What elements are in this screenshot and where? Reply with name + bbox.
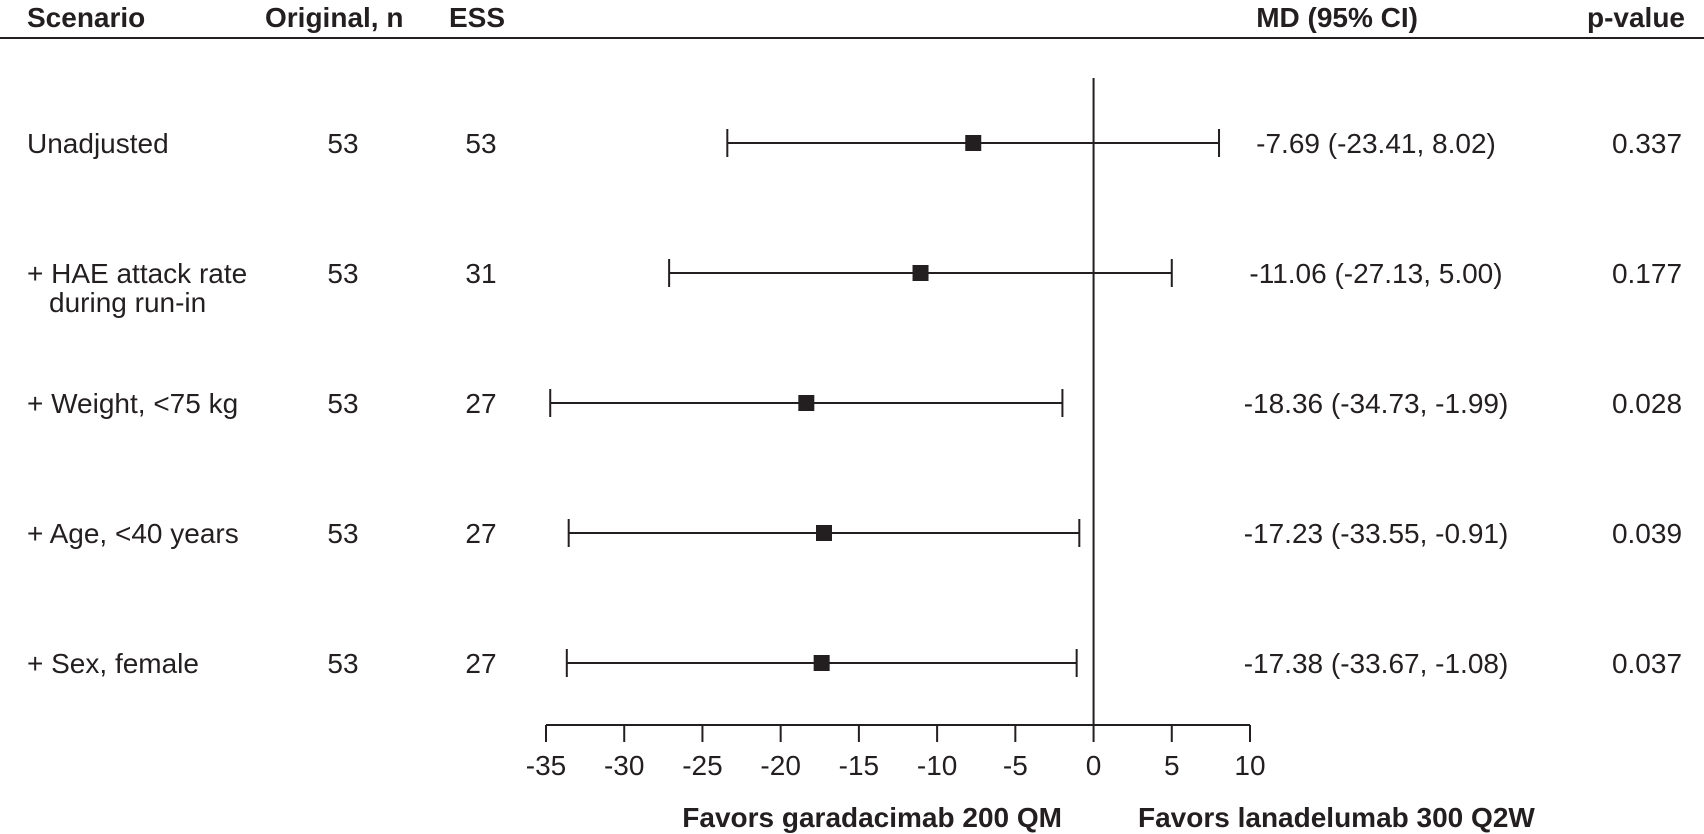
scenario-label: + Sex, female xyxy=(27,648,199,679)
point-estimate xyxy=(813,655,830,671)
p-value-value: 0.177 xyxy=(1612,258,1682,289)
md-ci-value: -11.06 (-27.13, 5.00) xyxy=(1249,258,1502,289)
ci-mark xyxy=(726,129,1221,157)
p-value-value: 0.337 xyxy=(1612,128,1682,159)
x-tick-label: -35 xyxy=(526,750,566,781)
table-rows: Unadjusted 53 53 -7.69 (-23.41, 8.02) 0.337 +… xyxy=(27,128,1682,679)
ess-value: 53 xyxy=(465,128,496,159)
x-tick-label: -5 xyxy=(1003,750,1028,781)
scenario-label: + Weight, <75 kg xyxy=(27,388,238,419)
ci-mark xyxy=(567,519,1081,547)
header-original-n: Original, n xyxy=(265,2,403,33)
x-tick-label: -30 xyxy=(604,750,644,781)
p-value-value: 0.028 xyxy=(1612,388,1682,419)
ci-mark xyxy=(668,259,1173,287)
point-estimate xyxy=(798,395,815,411)
original-n-value: 53 xyxy=(327,388,358,419)
ess-value: 27 xyxy=(465,648,496,679)
favors-right-label: Favors lanadelumab 300 Q2W xyxy=(1138,802,1535,833)
original-n-value: 53 xyxy=(327,518,358,549)
original-n-value: 53 xyxy=(327,258,358,289)
p-value-value: 0.037 xyxy=(1612,648,1682,679)
scenario-label: during run-in xyxy=(49,287,206,318)
header-p-value: p-value xyxy=(1587,2,1685,33)
table-row: + Weight, <75 kg 53 27 -18.36 (-34.73, -1.9… xyxy=(27,388,1682,419)
ci-mark xyxy=(549,389,1064,417)
ci-mark xyxy=(565,649,1078,677)
original-n-value: 53 xyxy=(327,128,358,159)
md-ci-value: -18.36 (-34.73, -1.99) xyxy=(1244,388,1509,419)
x-tick-label: -25 xyxy=(682,750,722,781)
x-axis: -35 -30 -25 -20 -15 -10 -5 0 5 10 xyxy=(526,724,1266,781)
scenario-label: Unadjusted xyxy=(27,128,169,159)
ess-value: 31 xyxy=(465,258,496,289)
x-tick-label: -10 xyxy=(917,750,957,781)
x-tick-label: 5 xyxy=(1164,750,1180,781)
header-ess: ESS xyxy=(449,2,505,33)
table-row: Unadjusted 53 53 -7.69 (-23.41, 8.02) 0.337 xyxy=(27,128,1682,159)
header-md-ci: MD (95% CI) xyxy=(1256,2,1418,33)
x-tick-label: -15 xyxy=(839,750,879,781)
md-ci-value: -7.69 (-23.41, 8.02) xyxy=(1256,128,1496,159)
original-n-value: 53 xyxy=(327,648,358,679)
point-estimate xyxy=(816,525,833,541)
scenario-label: + HAE attack rate xyxy=(27,258,247,289)
md-ci-value: -17.23 (-33.55, -0.91) xyxy=(1244,518,1509,549)
ess-value: 27 xyxy=(465,388,496,419)
favors-left-label: Favors garadacimab 200 QM xyxy=(682,802,1062,833)
x-tick-label: 0 xyxy=(1086,750,1102,781)
table-row: + Age, <40 years 53 27 -17.23 (-33.55, -0.9… xyxy=(27,518,1682,549)
x-tick-label: -20 xyxy=(760,750,800,781)
header-scenario: Scenario xyxy=(27,2,145,33)
p-value-value: 0.039 xyxy=(1612,518,1682,549)
scenario-label: + Age, <40 years xyxy=(27,518,239,549)
point-estimate xyxy=(912,265,929,281)
point-estimate xyxy=(965,135,982,151)
ess-value: 27 xyxy=(465,518,496,549)
plot-area xyxy=(549,78,1221,725)
x-tick-label: 10 xyxy=(1234,750,1265,781)
md-ci-value: -17.38 (-33.67, -1.08) xyxy=(1244,648,1509,679)
table-row: + Sex, female 53 27 -17.38 (-33.67, -1.08) 0… xyxy=(27,648,1682,679)
